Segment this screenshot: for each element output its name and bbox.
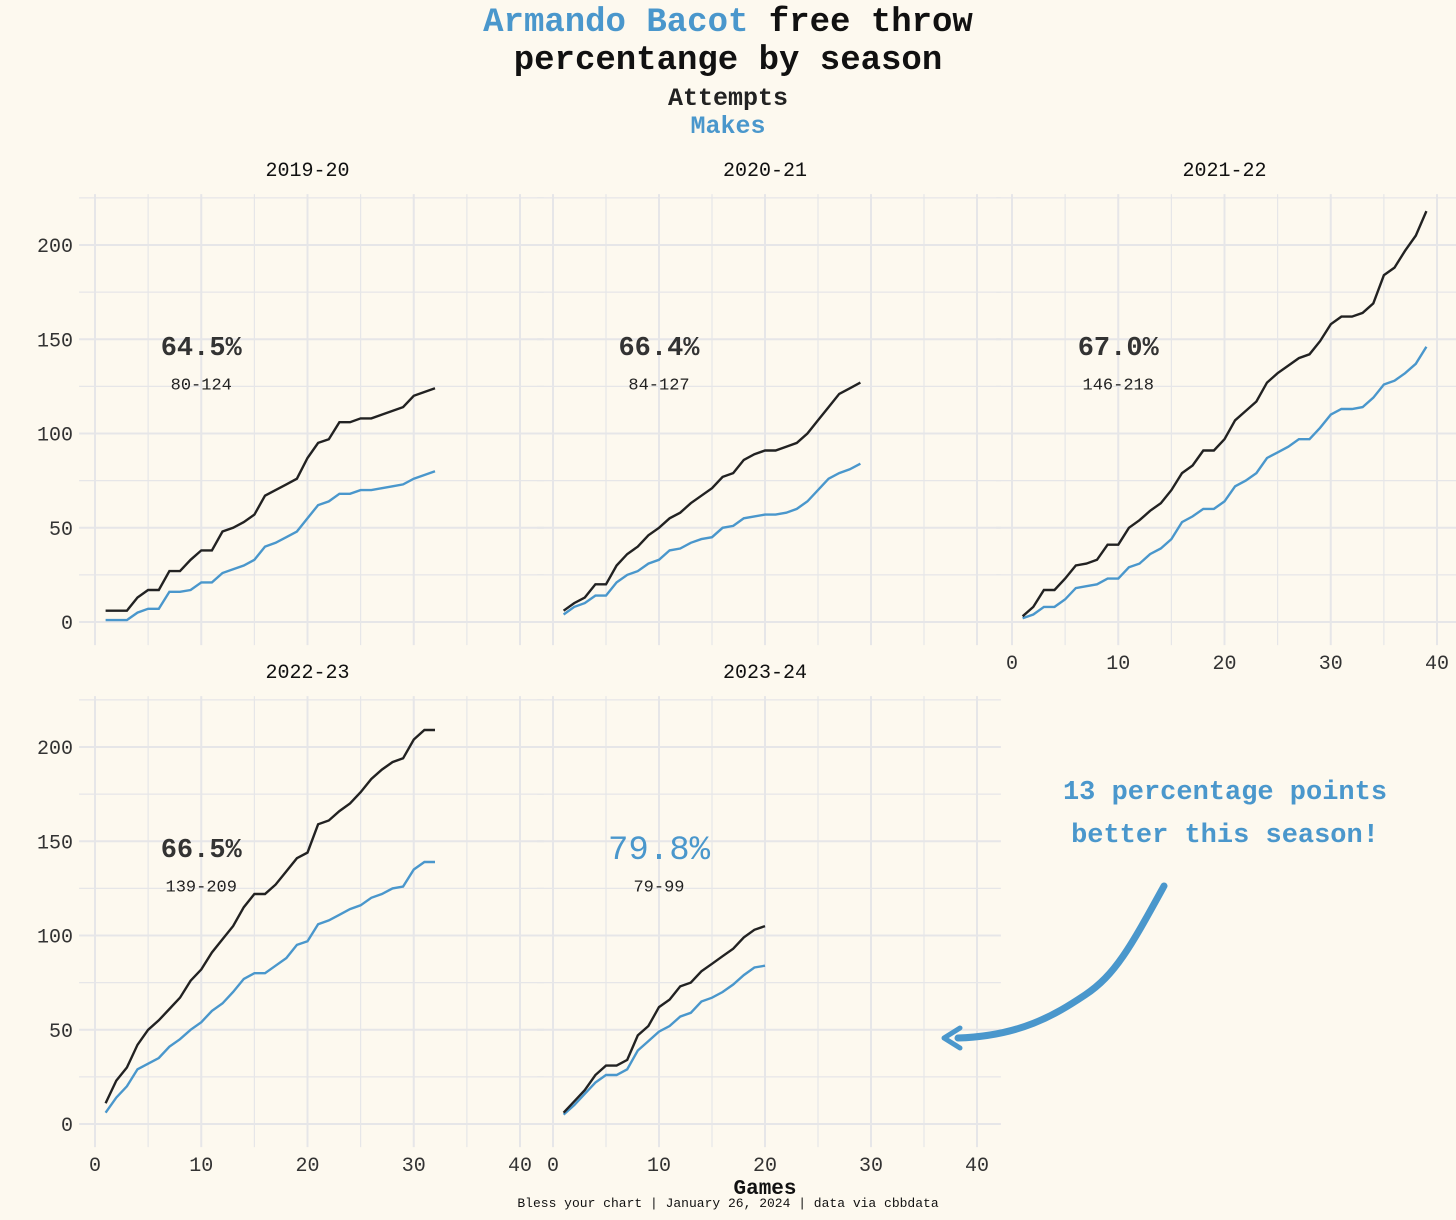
x-tick-label: 20 (1212, 653, 1236, 676)
series-attempts-line (562, 381, 861, 612)
panel-season-label: 2019-20 (265, 160, 349, 183)
panel-pct-label: 79.8% (608, 832, 711, 870)
x-tick-label: 0 (1006, 653, 1018, 676)
y-tick-label: 100 (37, 425, 73, 448)
x-tick-label: 20 (753, 1155, 777, 1178)
y-tick-label: 150 (37, 832, 73, 855)
y-tick-label: 50 (49, 519, 73, 542)
panel-record-label: 84-127 (628, 377, 689, 396)
x-tick-label: 40 (965, 1155, 989, 1178)
title-rest-line1: free throw (768, 4, 973, 42)
x-tick-label: 30 (859, 1155, 883, 1178)
panel-record-label: 146-218 (1083, 377, 1154, 396)
panel-season-label: 2020-21 (723, 160, 807, 183)
y-tick-label: 0 (61, 613, 73, 636)
legend-attempts: Attempts (667, 84, 789, 113)
y-tick-label: 200 (37, 236, 73, 259)
title-highlight: Armando Bacot (483, 4, 749, 42)
x-tick-label: 20 (295, 1155, 319, 1178)
panel-record-label: 80-124 (171, 377, 232, 396)
y-tick-label: 100 (37, 927, 73, 950)
x-tick-label: 0 (89, 1155, 101, 1178)
series-attempts-line (1021, 210, 1428, 618)
panel-pct-label: 66.4% (618, 334, 700, 364)
y-tick-label: 200 (37, 738, 73, 761)
panel-season-label: 2022-23 (265, 662, 349, 685)
y-tick-label: 0 (61, 1115, 73, 1138)
x-tick-label: 0 (547, 1155, 559, 1178)
x-tick-label: 10 (1106, 653, 1130, 676)
x-axis-title: Games (733, 1178, 796, 1201)
series-makes-line (562, 964, 766, 1116)
panel-season-label: 2021-22 (1182, 160, 1266, 183)
panel-record-label: 79-99 (633, 879, 684, 898)
y-tick-label: 50 (49, 1021, 73, 1044)
x-tick-label: 30 (1319, 653, 1343, 676)
x-tick-label: 40 (1425, 653, 1449, 676)
annotation-arrow-shaft (954, 882, 1168, 1042)
panel-pct-label: 67.0% (1078, 334, 1160, 364)
series-attempts-line (562, 924, 766, 1114)
y-tick-label: 150 (37, 330, 73, 353)
panel-pct-label: 64.5% (161, 334, 243, 364)
title-line2: percentange by season (513, 42, 943, 80)
series-makes-line (105, 470, 436, 622)
panel-record-label: 139-209 (166, 879, 237, 898)
chart-title: Armando Bacot free throw percentange by … (0, 0, 1456, 80)
series-attempts-line (105, 387, 436, 612)
panel-season-label: 2023-24 (723, 662, 807, 685)
series-makes-line (1022, 346, 1428, 620)
x-tick-label: 40 (508, 1155, 532, 1178)
annotation-arrow-head (941, 1025, 963, 1051)
legend-makes: Makes (690, 112, 766, 141)
series-attempts-line (104, 728, 435, 1104)
x-tick-label: 30 (402, 1155, 426, 1178)
x-tick-label: 10 (189, 1155, 213, 1178)
panel-pct-label: 66.5% (161, 836, 243, 866)
x-tick-label: 10 (647, 1155, 671, 1178)
series-makes-line (562, 462, 861, 616)
series-makes-line (104, 860, 435, 1114)
annotation-text: 13 percentage points better this season! (1062, 778, 1388, 851)
chart-caption: Bless your chart | January 26, 2024 | da… (517, 1196, 939, 1211)
